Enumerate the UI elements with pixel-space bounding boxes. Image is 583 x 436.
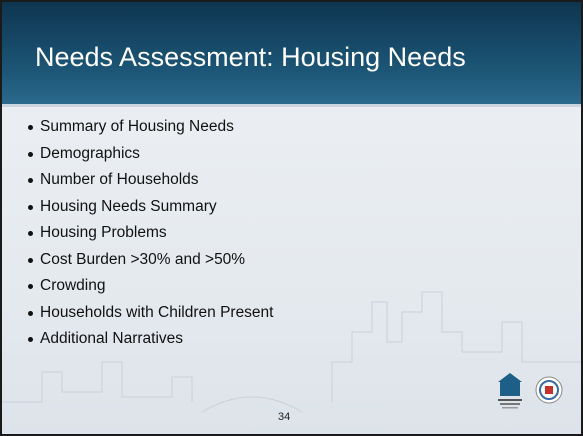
bullet-list: Summary of Housing Needs Demographics Numb… [28,114,273,353]
bullet-item: Number of Households [28,167,273,194]
bullet-item: Cost Burden >30% and >50% [28,247,273,274]
bullet-item: Demographics [28,141,273,168]
bullet-dot [28,311,33,316]
logo-hud [536,377,562,403]
bullet-text: Additional Narratives [40,330,183,347]
bullet-dot [28,178,33,183]
bullet-text: Number of Households [40,171,199,188]
bullet-text: Housing Needs Summary [40,198,217,215]
bullet-text: Demographics [40,145,140,162]
bullet-item: Summary of Housing Needs [28,114,273,141]
bullet-item: Housing Problems [28,220,273,247]
logo-cpd [498,373,522,409]
bullet-dot [28,205,33,210]
page: Needs Assessment: Housing Needs Summary … [0,0,583,436]
bullet-dot [28,337,33,342]
bullet-dot [28,231,33,236]
bullet-item: Housing Needs Summary [28,194,273,221]
bullet-text: Housing Problems [40,224,167,241]
bullet-dot [28,284,33,289]
bullet-text: Households with Children Present [40,304,273,321]
bullet-text: Crowding [40,277,105,294]
bullet-dot [28,258,33,263]
page-number: 34 [278,411,290,423]
bullet-item: Additional Narratives [28,326,273,353]
bullet-dot [28,125,33,130]
title-divider [2,104,581,107]
bullet-item: Crowding [28,273,273,300]
bullet-dot [28,152,33,157]
slide: Needs Assessment: Housing Needs Summary … [0,0,583,436]
bullet-item: Households with Children Present [28,300,273,327]
slide-title: Needs Assessment: Housing Needs [35,42,466,73]
bullet-text: Cost Burden >30% and >50% [40,251,245,268]
bullet-text: Summary of Housing Needs [40,118,234,135]
